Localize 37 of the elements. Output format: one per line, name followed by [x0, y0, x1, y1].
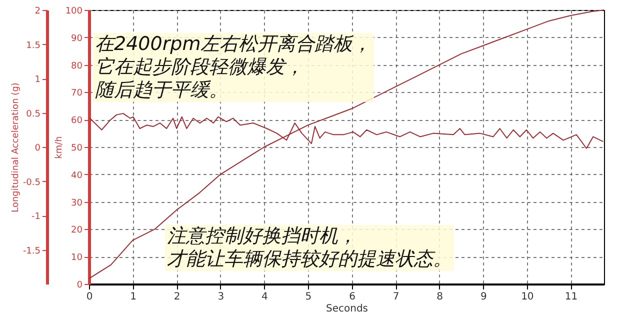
- y2-tick-label: 70: [71, 88, 83, 99]
- x-tick-label: 2: [174, 292, 180, 302]
- x-tick-label: 5: [305, 292, 312, 302]
- y2-tick-label: 20: [71, 226, 83, 236]
- y-tick-label: 1.5: [26, 40, 40, 51]
- y-axis-title: Longitudinal Acceleration (g): [10, 82, 21, 212]
- x-tick-label: 4: [261, 292, 268, 302]
- y-tick-label: -1.5: [22, 246, 40, 256]
- y2-axis-title: km/h: [54, 136, 64, 159]
- y2-tick-label: 30: [71, 198, 83, 208]
- line-series: [88, 10, 604, 280]
- y-tick-label: -0.5: [22, 178, 40, 188]
- y2-tick-label: 60: [71, 116, 83, 126]
- x-tick-label: 11: [564, 292, 578, 302]
- annotation: 在2400rpm左右松开离合踏板，它在起步阶段轻微爆发，随后趋于平缓。: [93, 33, 374, 102]
- x-tick-label: 1: [130, 292, 136, 302]
- y-tick-label: 0.5: [26, 109, 40, 120]
- y-tick-label: 1: [34, 75, 40, 85]
- y-tick-label: 2: [34, 6, 40, 16]
- y2-tick-label: 0: [76, 280, 83, 290]
- y2-tick-label: 40: [71, 170, 83, 181]
- x-tick-label: 3: [218, 292, 224, 302]
- x-tick-label: 9: [480, 292, 487, 302]
- x-tick-label: 10: [521, 292, 534, 302]
- y-tick-label: -1: [32, 212, 40, 222]
- y2-tick-label: 90: [71, 34, 83, 44]
- y2-tick-label: 10: [71, 253, 83, 264]
- y2-tick-label: 80: [71, 61, 83, 72]
- x-axis-title: Seconds: [326, 304, 368, 314]
- y2-tick-label: 50: [71, 144, 83, 154]
- x-tick-label: 8: [436, 292, 444, 302]
- x-tick-label: 7: [392, 292, 400, 302]
- x-tick-label: 6: [349, 292, 356, 302]
- x-tick-label: 0: [86, 292, 93, 302]
- annotation: 注意控制好换挡时机，才能让车辆保持较好的提速状态。: [165, 225, 454, 271]
- y2-tick-label: 100: [65, 6, 83, 16]
- y-tick-label: 0: [34, 144, 41, 154]
